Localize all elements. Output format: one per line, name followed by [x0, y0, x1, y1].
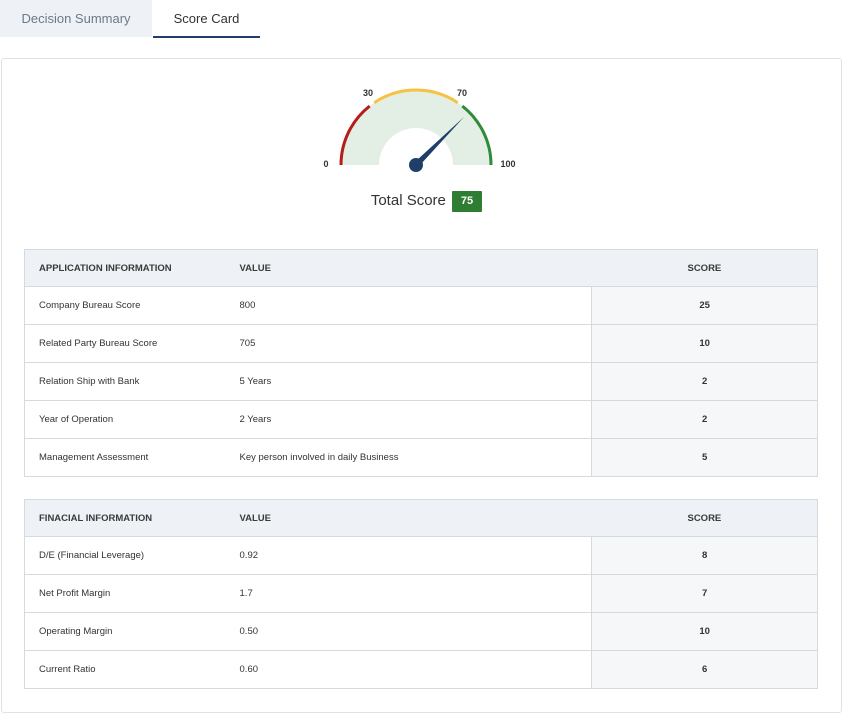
table-row: Management Assessment Key person involved…	[24, 438, 818, 477]
row-score: 10	[591, 324, 818, 363]
row-score: 5	[591, 438, 818, 477]
total-score-label: Total Score	[370, 192, 446, 209]
row-score: 25	[591, 286, 818, 325]
row-value: 2 Years	[239, 400, 592, 439]
application-info-table: APPLICATION INFORMATION VALUE SCORE Comp…	[24, 249, 818, 477]
row-label: D/E (Financial Leverage)	[24, 536, 240, 575]
tab-decision-summary[interactable]: Decision Summary	[0, 0, 152, 37]
total-score: Total Score 75	[0, 189, 853, 213]
table-header-row: APPLICATION INFORMATION VALUE SCORE	[24, 249, 818, 287]
column-header: SCORE	[591, 249, 818, 287]
row-label: Related Party Bureau Score	[24, 324, 240, 363]
column-header: SCORE	[591, 499, 818, 537]
row-label: Current Ratio	[24, 650, 240, 689]
tab-score-card[interactable]: Score Card	[153, 0, 260, 38]
gauge-arc-low	[339, 104, 371, 166]
table-row: Related Party Bureau Score 705 10	[24, 324, 818, 363]
row-value: 1.7	[239, 574, 592, 613]
row-value: Key person involved in daily Business	[239, 438, 592, 477]
row-value: 800	[239, 286, 592, 325]
gauge-needle	[413, 116, 465, 168]
row-label: Operating Margin	[24, 612, 240, 651]
table-row: Net Profit Margin 1.7 7	[24, 574, 818, 613]
table-row: Current Ratio 0.60 6	[24, 650, 818, 689]
gauge-label-0: 0	[323, 159, 328, 169]
row-score: 2	[591, 362, 818, 401]
gauge-label-100: 100	[500, 159, 515, 169]
row-label: Relation Ship with Bank	[24, 362, 240, 401]
financial-info-table: FINACIAL INFORMATION VALUE SCORE D/E (Fi…	[24, 499, 818, 689]
tab-bar: Decision Summary Score Card	[0, 0, 853, 38]
row-value: 0.60	[239, 650, 592, 689]
gauge-label-30: 30	[363, 88, 373, 98]
table-header-row: FINACIAL INFORMATION VALUE SCORE	[24, 499, 818, 537]
table-row: Company Bureau Score 800 25	[24, 286, 818, 325]
row-score: 10	[591, 612, 818, 651]
row-score: 8	[591, 536, 818, 575]
row-score: 6	[591, 650, 818, 689]
row-value: 705	[239, 324, 592, 363]
row-value: 5 Years	[239, 362, 592, 401]
row-score: 7	[591, 574, 818, 613]
gauge-arc-high	[461, 104, 493, 166]
total-score-badge: 75	[451, 191, 483, 212]
column-header: APPLICATION INFORMATION	[24, 249, 240, 287]
gauge-arc-mid	[373, 88, 459, 104]
row-label: Company Bureau Score	[24, 286, 240, 325]
table-row: Operating Margin 0.50 10	[24, 612, 818, 651]
row-value: 0.50	[239, 612, 592, 651]
gauge-label-70: 70	[457, 88, 467, 98]
table-row: D/E (Financial Leverage) 0.92 8	[24, 536, 818, 575]
row-score: 2	[591, 400, 818, 439]
gauge-svg: 0 30 70 100	[323, 88, 516, 172]
column-header: VALUE	[239, 499, 592, 537]
table-row: Relation Ship with Bank 5 Years 2	[24, 362, 818, 401]
column-header: FINACIAL INFORMATION	[24, 499, 240, 537]
score-gauge: 0 30 70 100	[321, 85, 521, 180]
row-label: Net Profit Margin	[24, 574, 240, 613]
table-row: Year of Operation 2 Years 2	[24, 400, 818, 439]
row-label: Year of Operation	[24, 400, 240, 439]
gauge-band	[341, 90, 491, 165]
row-value: 0.92	[239, 536, 592, 575]
gauge-hub	[409, 158, 423, 172]
column-header: VALUE	[239, 249, 592, 287]
row-label: Management Assessment	[24, 438, 240, 477]
